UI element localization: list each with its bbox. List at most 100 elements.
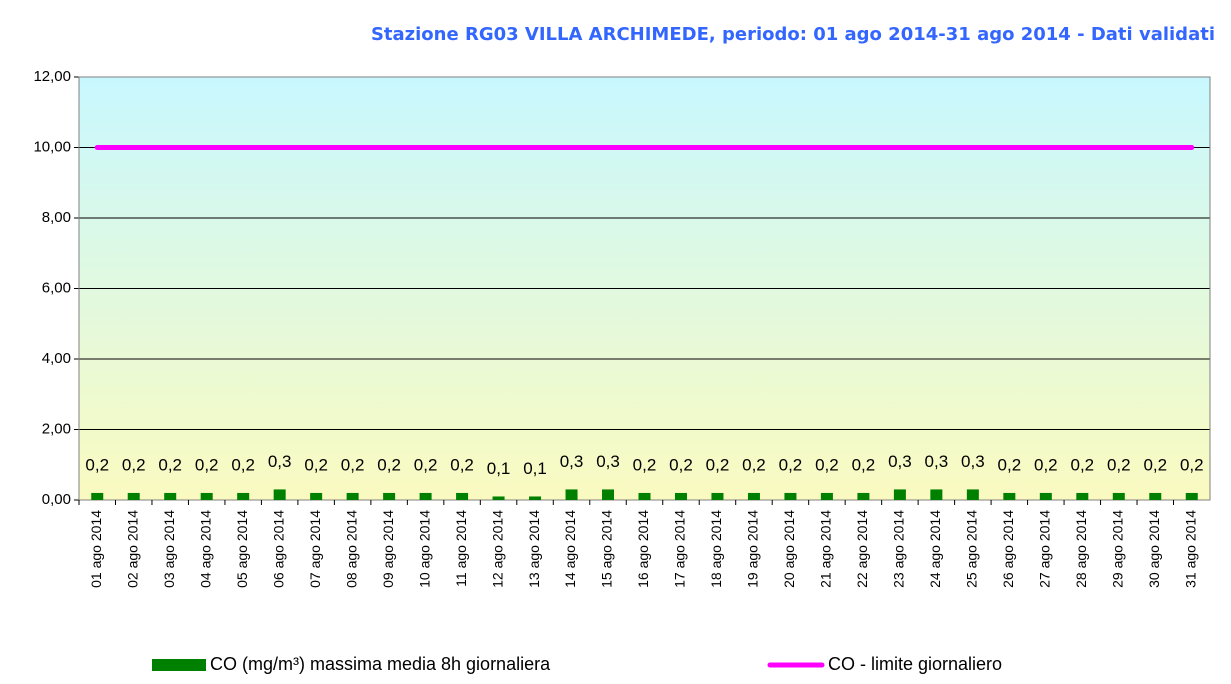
data-label: 0,2	[158, 455, 182, 474]
data-label: 0,2	[852, 455, 876, 474]
bar	[456, 492, 469, 500]
legend-label: CO (mg/m³) massima media 8h giornaliera	[210, 654, 551, 674]
bar	[1076, 492, 1089, 500]
legend-swatch	[152, 659, 206, 671]
bar	[273, 489, 286, 500]
bar	[164, 492, 177, 500]
x-tick-label: 26 ago 2014	[1000, 510, 1016, 588]
x-tick-label: 19 ago 2014	[745, 510, 761, 588]
data-label: 0,2	[1143, 455, 1167, 474]
data-label: 0,2	[231, 455, 255, 474]
x-tick-label: 02 ago 2014	[124, 510, 140, 588]
y-tick-label: 6,00	[42, 279, 71, 296]
data-label: 0,3	[888, 452, 912, 471]
bar	[638, 492, 651, 500]
bar	[237, 492, 250, 500]
bar	[930, 489, 943, 500]
bar	[565, 489, 578, 500]
x-tick-label: 31 ago 2014	[1182, 510, 1198, 588]
bar	[383, 492, 396, 500]
data-label: 0,3	[560, 452, 584, 471]
data-label: 0,2	[85, 455, 109, 474]
bar	[674, 492, 687, 500]
bar	[857, 492, 870, 500]
data-label: 0,2	[815, 455, 839, 474]
x-tick-label: 22 ago 2014	[854, 510, 870, 588]
x-tick-label: 29 ago 2014	[1109, 510, 1125, 588]
x-tick-label: 18 ago 2014	[708, 510, 724, 588]
x-tick-label: 10 ago 2014	[416, 510, 432, 588]
y-tick-label: 10,00	[33, 138, 71, 155]
x-tick-label: 05 ago 2014	[234, 510, 250, 588]
data-label: 0,2	[304, 455, 328, 474]
x-tick-label: 03 ago 2014	[161, 510, 177, 588]
chart-title: Stazione RG03 VILLA ARCHIMEDE, periodo: …	[371, 24, 1215, 45]
data-label: 0,2	[779, 455, 803, 474]
data-label: 0,3	[961, 452, 985, 471]
bar	[966, 489, 979, 500]
x-tick-label: 23 ago 2014	[891, 510, 907, 588]
data-label: 0,2	[742, 455, 766, 474]
y-tick-label: 8,00	[42, 209, 71, 226]
x-tick-label: 15 ago 2014	[599, 510, 615, 588]
data-label: 0,2	[633, 455, 657, 474]
data-label: 0,2	[122, 455, 146, 474]
bar	[1112, 492, 1125, 500]
x-tick-label: 27 ago 2014	[1037, 510, 1053, 588]
data-label: 0,2	[377, 455, 401, 474]
data-label: 0,2	[1034, 455, 1058, 474]
data-label: 0,1	[487, 459, 511, 478]
data-label: 0,2	[706, 455, 730, 474]
bar	[1039, 492, 1052, 500]
x-tick-label: 25 ago 2014	[964, 510, 980, 588]
data-label: 0,2	[998, 455, 1022, 474]
bar	[91, 492, 104, 500]
legend-label: CO - limite giornaliero	[828, 654, 1002, 674]
bar	[127, 492, 140, 500]
x-tick-label: 21 ago 2014	[818, 510, 834, 588]
x-tick-label: 16 ago 2014	[635, 510, 651, 588]
bar	[602, 489, 615, 500]
data-label: 0,2	[1107, 455, 1131, 474]
bar	[310, 492, 323, 500]
data-label: 0,2	[1070, 455, 1094, 474]
x-tick-label: 24 ago 2014	[927, 510, 943, 588]
bar	[529, 496, 542, 500]
bar	[346, 492, 359, 500]
y-tick-label: 12,00	[33, 68, 71, 85]
x-tick-label: 07 ago 2014	[307, 510, 323, 588]
x-tick-label: 14 ago 2014	[562, 510, 578, 588]
bar	[784, 492, 797, 500]
bar	[893, 489, 906, 500]
data-label: 0,2	[450, 455, 474, 474]
data-label: 0,3	[268, 452, 292, 471]
x-tick-label: 04 ago 2014	[197, 510, 213, 588]
y-tick-label: 0,00	[42, 491, 71, 508]
x-tick-label: 28 ago 2014	[1073, 510, 1089, 588]
bar	[711, 492, 724, 500]
bar	[747, 492, 760, 500]
x-tick-label: 17 ago 2014	[672, 510, 688, 588]
data-label: 0,3	[596, 452, 620, 471]
data-label: 0,2	[669, 455, 693, 474]
data-label: 0,3	[925, 452, 949, 471]
bar	[419, 492, 432, 500]
x-tick-label: 30 ago 2014	[1146, 510, 1162, 588]
bar	[1185, 492, 1198, 500]
y-tick-label: 2,00	[42, 420, 71, 437]
bar	[1149, 492, 1162, 500]
x-tick-label: 09 ago 2014	[380, 510, 396, 588]
bar	[200, 492, 213, 500]
x-tick-label: 06 ago 2014	[270, 510, 286, 588]
x-tick-label: 13 ago 2014	[526, 510, 542, 588]
bar	[492, 496, 505, 500]
x-tick-label: 01 ago 2014	[88, 510, 104, 588]
data-label: 0,1	[523, 459, 547, 478]
data-label: 0,2	[195, 455, 219, 474]
x-tick-label: 12 ago 2014	[489, 510, 505, 588]
y-tick-label: 4,00	[42, 350, 71, 367]
data-label: 0,2	[341, 455, 365, 474]
bar	[820, 492, 833, 500]
bar	[1003, 492, 1016, 500]
